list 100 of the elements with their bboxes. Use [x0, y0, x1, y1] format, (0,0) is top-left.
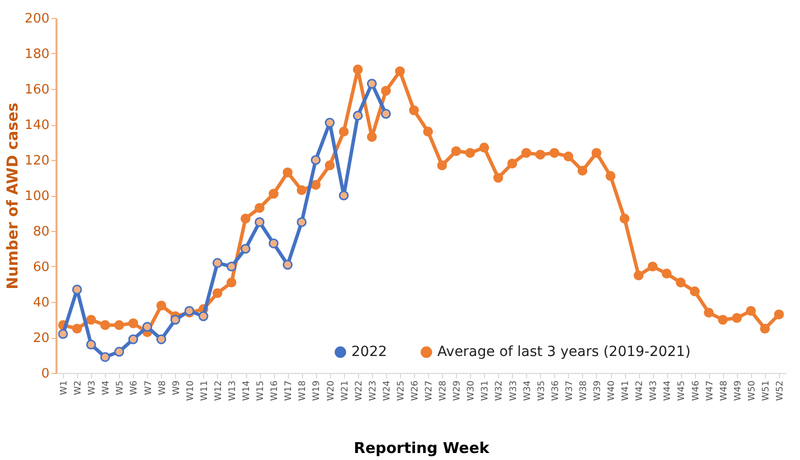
x-tick-label: W31: [480, 380, 491, 401]
point: [212, 288, 222, 298]
x-tick-label: W39: [592, 380, 603, 401]
point: [72, 324, 82, 334]
x-tick-label: W33: [508, 380, 519, 401]
point: [72, 284, 82, 294]
point: [380, 86, 391, 96]
x-tick-label: W50: [747, 380, 758, 401]
point: [606, 171, 616, 181]
point: [86, 314, 96, 325]
y-tick-label: 60: [32, 260, 50, 275]
legend-label: Average of last 3 years (2019-2021): [437, 344, 691, 360]
y-tick-label: 120: [24, 154, 50, 168]
x-tick-label: W22: [354, 380, 364, 401]
point: [592, 148, 602, 158]
x-tick-label: W2: [74, 380, 84, 396]
point: [268, 188, 279, 199]
point: [423, 126, 433, 137]
point: [352, 110, 363, 121]
point: [704, 308, 714, 318]
point: [128, 334, 138, 344]
point: [395, 66, 405, 76]
legend-label: 2022: [351, 344, 388, 360]
point: [268, 238, 279, 248]
point: [732, 313, 742, 323]
x-tick-label: W42: [635, 380, 646, 401]
point: [114, 346, 124, 357]
x-tick-label: W32: [494, 380, 505, 401]
x-tick-label: W21: [340, 380, 350, 401]
x-tick-label: W7: [144, 380, 154, 396]
y-tick-label: 180: [24, 47, 50, 62]
x-tick-label: W38: [578, 380, 589, 401]
point: [324, 118, 335, 128]
point: [170, 314, 180, 325]
y-tick-label: 80: [32, 224, 50, 240]
x-tick-label: W1: [60, 380, 70, 396]
x-tick-label: W34: [522, 380, 533, 401]
point: [352, 64, 363, 74]
y-tick-label: 160: [24, 82, 50, 98]
x-tick-label: W16: [270, 380, 280, 401]
x-tick-label: W45: [677, 380, 688, 401]
point: [578, 166, 588, 176]
point: [465, 148, 476, 158]
point: [198, 311, 208, 322]
x-tick-label: W13: [228, 380, 238, 401]
y-tick-label: 20: [32, 331, 50, 346]
x-tick-label: W26: [410, 380, 420, 401]
y-tick-label: 0: [41, 366, 50, 382]
x-tick-label: W9: [172, 380, 182, 396]
point: [128, 318, 138, 328]
point: [324, 160, 335, 170]
point: [310, 155, 321, 165]
point: [282, 260, 293, 270]
y-tick-label: 140: [24, 118, 50, 133]
x-tick-label: W18: [298, 380, 308, 401]
point: [563, 152, 574, 162]
point: [226, 278, 236, 288]
x-tick-label: W12: [214, 380, 224, 401]
point: [549, 148, 560, 158]
x-tick-label: W35: [536, 380, 547, 401]
point: [366, 78, 377, 89]
point: [535, 150, 546, 160]
point: [774, 310, 784, 320]
x-axis-title: Reporting Week: [354, 438, 490, 457]
x-tick-label: W49: [733, 380, 744, 401]
point: [620, 214, 630, 224]
point: [409, 105, 419, 116]
x-tick-label: W25: [396, 380, 406, 401]
y-tick-label: 200: [24, 12, 50, 26]
x-tick-label: W10: [186, 380, 196, 401]
x-tick-label: W48: [719, 380, 730, 401]
point: [58, 329, 68, 339]
y-tick-label: 100: [24, 189, 50, 204]
x-tick-label: W27: [424, 380, 435, 401]
point: [240, 214, 250, 224]
x-tick-label: W37: [564, 380, 575, 401]
point: [156, 300, 166, 310]
x-tick-label: W19: [312, 380, 322, 401]
x-tick-label: W29: [452, 380, 463, 401]
x-tick-label: W3: [88, 380, 98, 396]
point: [366, 132, 377, 142]
point: [100, 352, 110, 362]
point: [310, 180, 321, 190]
x-tick-label: W17: [284, 380, 294, 401]
x-tick-label: W15: [256, 380, 266, 401]
x-tick-label: W30: [466, 380, 477, 401]
x-tick-label: W43: [649, 380, 660, 401]
x-tick-label: W28: [438, 380, 449, 401]
x-tick-label: W40: [607, 380, 618, 401]
x-tick-label: W4: [102, 380, 112, 396]
point: [493, 172, 504, 183]
x-tick-label: W14: [242, 380, 252, 401]
point: [156, 334, 166, 344]
point: [254, 217, 264, 228]
point: [479, 142, 490, 152]
point: [226, 262, 236, 272]
point: [114, 320, 124, 330]
x-tick-label: W5: [116, 380, 126, 396]
point: [296, 185, 307, 196]
x-tick-label: W52: [775, 380, 786, 401]
